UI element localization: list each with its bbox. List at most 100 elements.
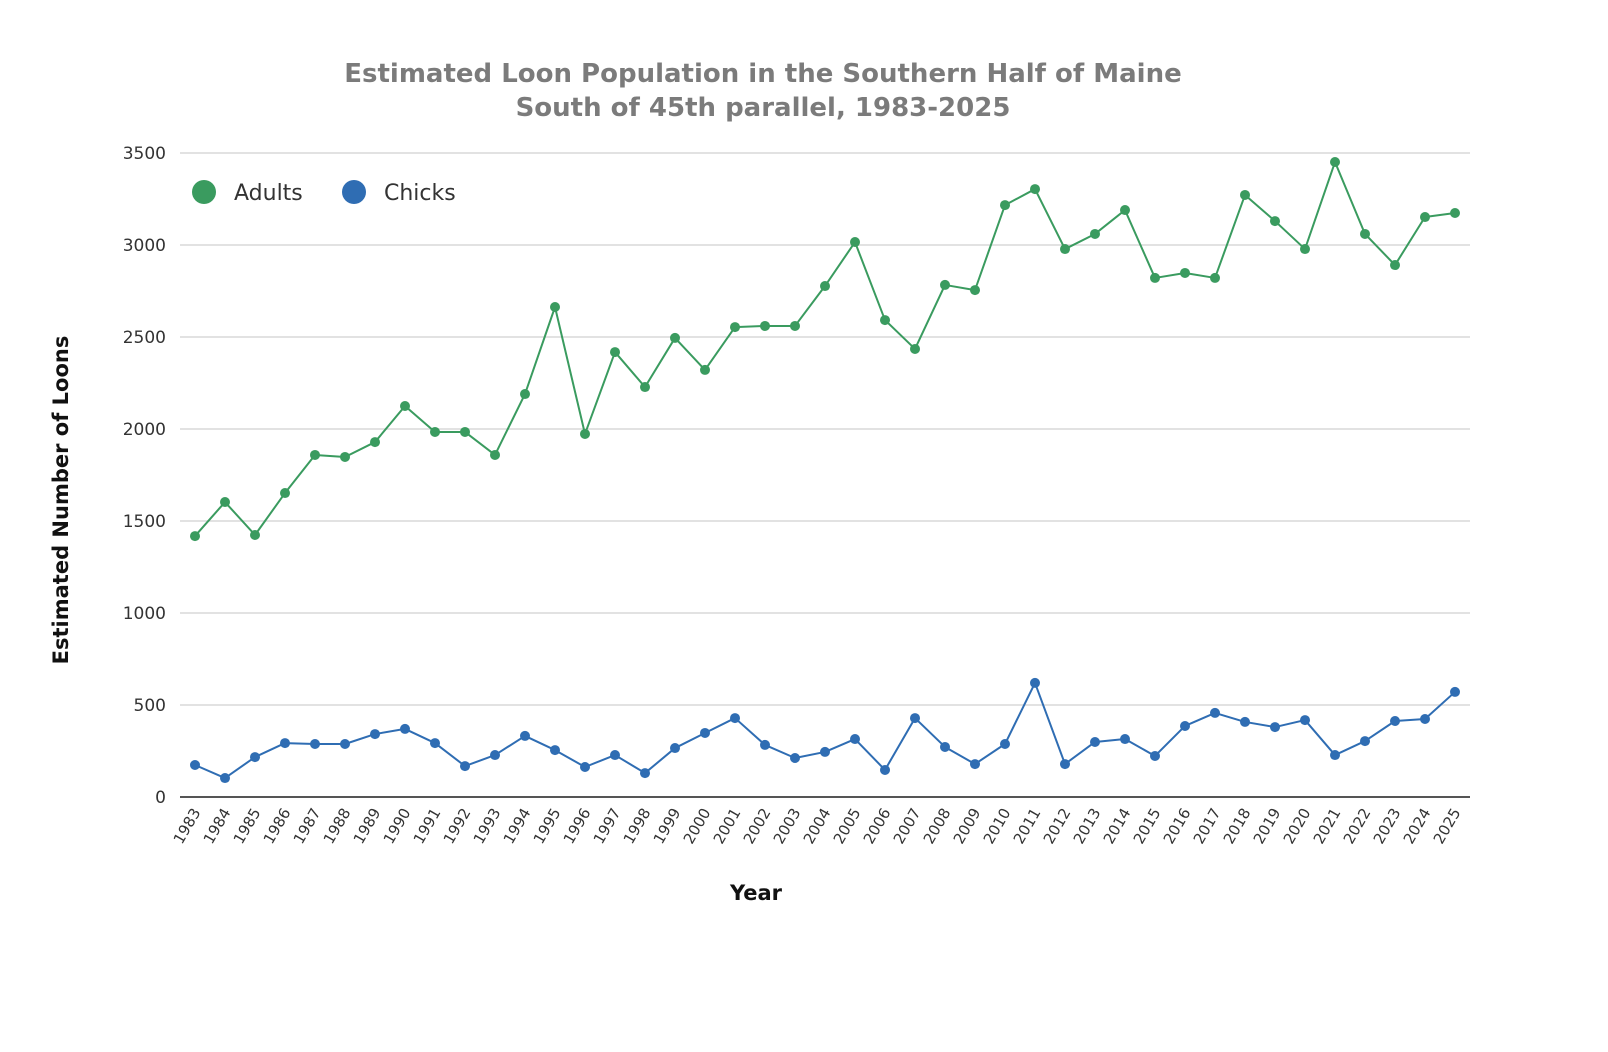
data-point-adults bbox=[1150, 272, 1160, 283]
data-point-chicks bbox=[430, 738, 440, 749]
data-point-adults bbox=[1270, 216, 1280, 227]
y-tick-label: 3000 bbox=[123, 236, 166, 256]
legend-marker-chicks bbox=[342, 180, 366, 204]
data-point-adults bbox=[1180, 267, 1190, 278]
data-point-chicks bbox=[1450, 686, 1460, 697]
data-point-chicks bbox=[760, 739, 770, 750]
data-point-chicks bbox=[610, 750, 620, 761]
x-tick-label: 1993 bbox=[470, 805, 505, 847]
data-point-adults bbox=[850, 237, 860, 248]
x-tick-label: 2018 bbox=[1220, 805, 1255, 847]
data-point-chicks bbox=[700, 727, 710, 738]
series-line-chicks bbox=[194, 681, 1456, 780]
y-axis-label: Estimated Number of Loons bbox=[49, 336, 73, 665]
data-point-chicks bbox=[1390, 716, 1400, 727]
data-point-chicks bbox=[880, 764, 890, 775]
legend-label-chicks: Chicks bbox=[384, 181, 456, 206]
data-point-chicks bbox=[1180, 720, 1190, 731]
x-tick-label: 2022 bbox=[1340, 805, 1375, 847]
data-point-adults bbox=[970, 285, 980, 296]
x-tick-label: 2014 bbox=[1100, 805, 1135, 847]
x-tick-label: 2024 bbox=[1400, 805, 1435, 847]
x-tick-label: 2009 bbox=[950, 805, 985, 847]
x-tick-label: 1987 bbox=[290, 805, 325, 847]
series-chicks bbox=[190, 677, 1460, 784]
data-point-adults bbox=[490, 449, 500, 460]
data-point-adults bbox=[880, 315, 890, 326]
data-point-adults bbox=[1030, 184, 1040, 195]
y-axis-ticks: 0 500 1000 1500 2000 2500 3000 3500 bbox=[123, 144, 166, 808]
x-tick-label: 2023 bbox=[1370, 805, 1405, 847]
data-point-chicks bbox=[550, 745, 560, 756]
x-tick-label: 1988 bbox=[320, 805, 355, 847]
x-tick-label: 1992 bbox=[440, 805, 475, 847]
data-point-chicks bbox=[730, 713, 740, 724]
x-tick-label: 1990 bbox=[380, 805, 415, 847]
x-tick-label: 2003 bbox=[770, 805, 805, 847]
legend-item-chicks[interactable]: Chicks bbox=[342, 180, 456, 206]
x-tick-label: 2005 bbox=[830, 805, 865, 847]
legend-label-adults: Adults bbox=[234, 181, 303, 206]
data-point-adults bbox=[190, 531, 200, 542]
data-point-adults bbox=[460, 426, 470, 437]
data-point-chicks bbox=[940, 741, 950, 752]
data-point-chicks bbox=[1150, 750, 1160, 761]
x-tick-label: 2021 bbox=[1310, 805, 1345, 847]
data-point-chicks bbox=[850, 734, 860, 745]
x-tick-label: 1985 bbox=[230, 805, 265, 847]
data-point-adults bbox=[940, 279, 950, 290]
x-tick-label: 2020 bbox=[1280, 805, 1315, 847]
data-point-chicks bbox=[970, 759, 980, 770]
data-point-adults bbox=[1420, 212, 1430, 223]
data-point-adults bbox=[370, 437, 380, 448]
x-tick-label: 2015 bbox=[1130, 805, 1165, 847]
legend-marker-adults bbox=[192, 180, 216, 204]
data-point-adults bbox=[520, 389, 530, 400]
data-point-chicks bbox=[520, 730, 530, 741]
data-point-chicks bbox=[460, 761, 470, 772]
data-point-adults bbox=[310, 449, 320, 460]
data-point-chicks bbox=[580, 762, 590, 773]
data-point-chicks bbox=[820, 746, 830, 757]
data-point-chicks bbox=[1240, 716, 1250, 727]
data-point-chicks bbox=[1060, 759, 1070, 770]
data-point-adults bbox=[1300, 244, 1310, 255]
data-point-chicks bbox=[340, 739, 350, 750]
data-point-adults bbox=[730, 322, 740, 333]
data-point-adults bbox=[640, 382, 650, 393]
data-point-adults bbox=[700, 364, 710, 375]
data-point-adults bbox=[580, 428, 590, 439]
x-tick-label: 1998 bbox=[620, 805, 655, 847]
gridlines bbox=[180, 152, 1470, 706]
data-point-adults bbox=[790, 320, 800, 331]
x-tick-label: 1997 bbox=[590, 805, 625, 847]
data-point-chicks bbox=[310, 739, 320, 750]
data-point-chicks bbox=[1330, 750, 1340, 761]
data-point-adults bbox=[220, 497, 230, 508]
data-point-adults bbox=[1390, 260, 1400, 271]
data-point-adults bbox=[610, 347, 620, 358]
x-tick-label: 1984 bbox=[200, 805, 235, 847]
data-point-adults bbox=[1000, 200, 1010, 211]
x-tick-label: 1986 bbox=[260, 805, 295, 847]
x-tick-label: 1996 bbox=[560, 805, 595, 847]
data-point-chicks bbox=[640, 768, 650, 779]
data-point-adults bbox=[340, 451, 350, 462]
x-tick-label: 2006 bbox=[860, 805, 895, 847]
data-point-chicks bbox=[790, 752, 800, 763]
data-point-adults bbox=[1450, 207, 1460, 218]
data-point-chicks bbox=[220, 773, 230, 784]
data-point-chicks bbox=[1030, 677, 1040, 688]
x-tick-label: 1995 bbox=[530, 805, 565, 847]
data-point-adults bbox=[1090, 228, 1100, 239]
data-point-chicks bbox=[400, 723, 410, 734]
legend-item-adults[interactable]: Adults bbox=[192, 180, 303, 206]
data-point-chicks bbox=[250, 752, 260, 763]
x-tick-label: 2025 bbox=[1430, 805, 1465, 847]
x-tick-label: 2000 bbox=[680, 805, 715, 847]
data-point-chicks bbox=[370, 729, 380, 740]
data-point-adults bbox=[400, 401, 410, 411]
y-tick-label: 2000 bbox=[123, 420, 166, 440]
x-tick-label: 2017 bbox=[1190, 805, 1225, 847]
